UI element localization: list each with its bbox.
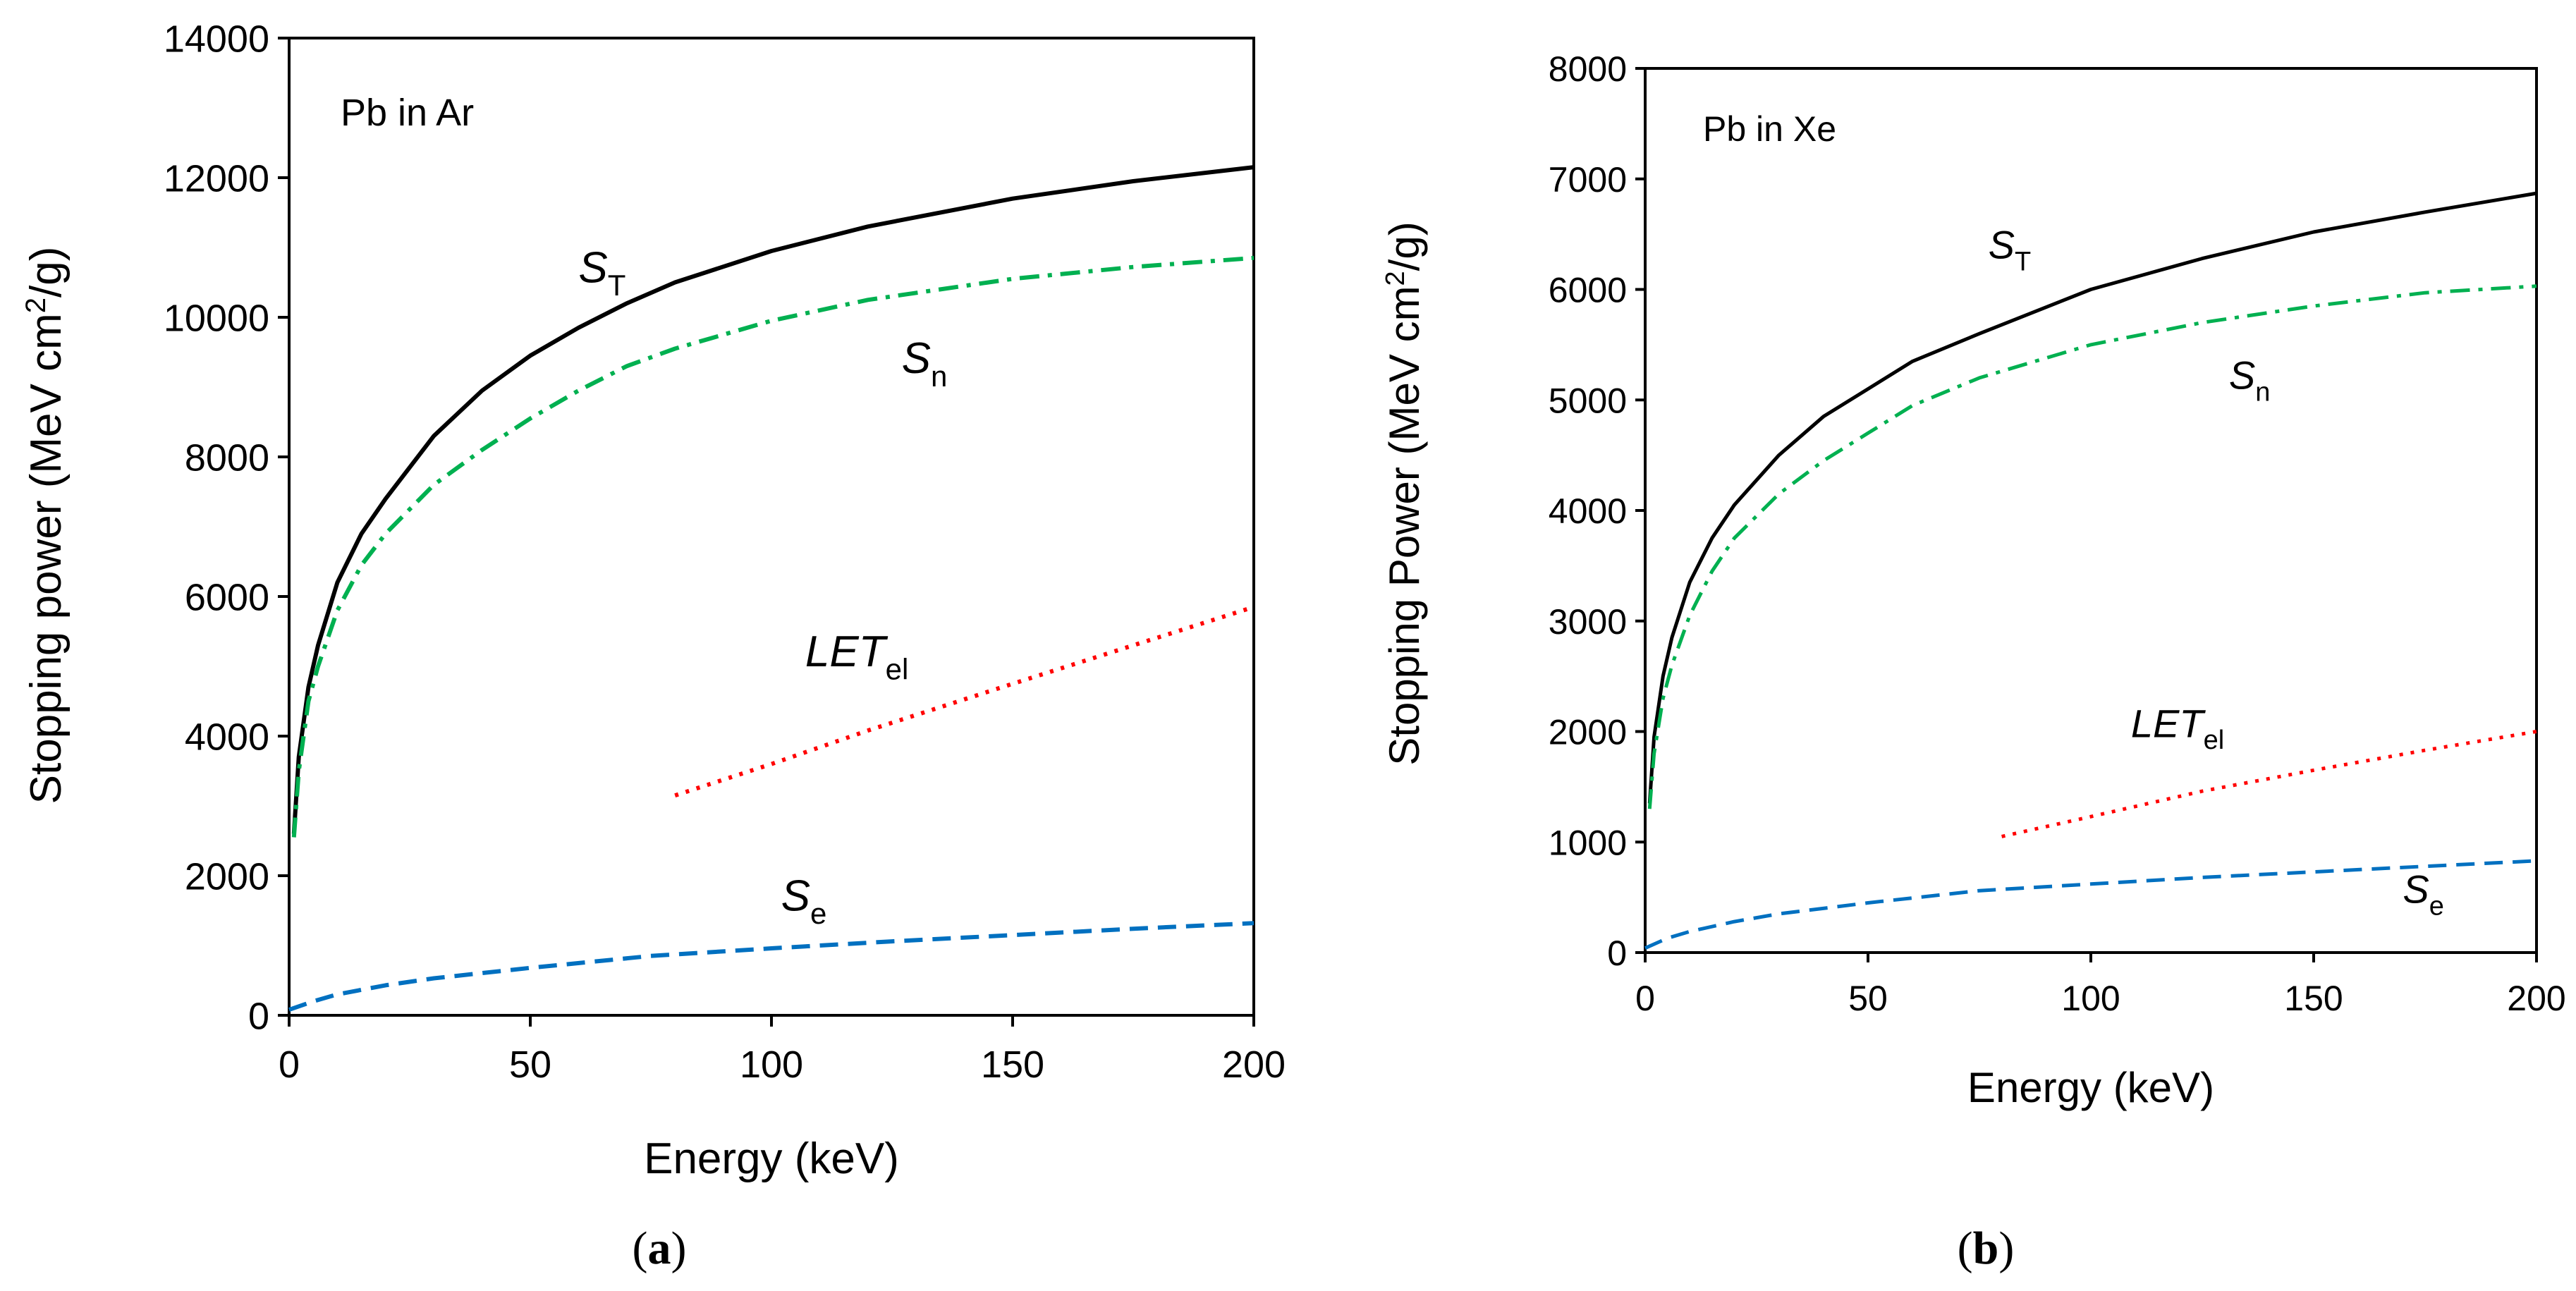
y-tick-label: 2000 xyxy=(185,855,269,898)
series-label-ST: ST xyxy=(578,244,625,302)
x-tick-label: 0 xyxy=(1635,979,1655,1018)
y-axis-label-text: Stopping power (MeV cm xyxy=(22,313,71,804)
y-tick-label: 4000 xyxy=(1549,491,1627,531)
x-tick-label: 150 xyxy=(2284,979,2343,1018)
x-axis-label: Energy (keV) xyxy=(644,1134,899,1183)
panel-label-letter: a xyxy=(648,1223,671,1274)
chart-annotation: Pb in Ar xyxy=(341,92,474,134)
series-layer xyxy=(288,165,1255,1012)
y-tick-label: 14000 xyxy=(164,18,269,60)
y-axis-label-unit: /g) xyxy=(1381,221,1428,271)
x-tick-label: 200 xyxy=(1222,1044,1286,1086)
y-tick-label: 0 xyxy=(1607,934,1627,973)
y-tick-label: 3000 xyxy=(1549,602,1627,642)
y-tick-label: 1000 xyxy=(1549,823,1627,862)
y-tick-label: 8000 xyxy=(185,436,269,479)
y-axis-label-superscript: 2 xyxy=(20,298,51,313)
y-tick-label: 2000 xyxy=(1549,713,1627,752)
series-line-Sn xyxy=(1647,284,2537,809)
series-label-Sn: Sn xyxy=(2229,353,2271,408)
y-tick-label: 6000 xyxy=(1549,271,1627,310)
chart-panel-b: 0 1000 2000 3000 4000 5000 6000 7000 8000 0 50 100… xyxy=(1381,49,2566,1274)
y-axis-label-text: Stopping Power (MeV cm xyxy=(1381,286,1428,765)
y-axis-label: Stopping power (MeV cm2/g) xyxy=(20,247,71,804)
series-line-ST xyxy=(291,165,1255,834)
series-line-Se xyxy=(288,921,1255,1012)
series-label-Se: Se xyxy=(781,872,827,931)
y-axis-label-superscript: 2 xyxy=(1381,271,1410,286)
series-label-Sn: Sn xyxy=(902,334,948,393)
series-line-LETel xyxy=(2001,730,2537,838)
y-axis-label-unit: /g) xyxy=(22,247,71,298)
series-line-LETel xyxy=(674,605,1255,798)
series-label-Se: Se xyxy=(2403,867,2444,921)
x-tick-label: 50 xyxy=(1848,979,1888,1018)
panel-label-open: ( xyxy=(633,1223,648,1274)
series-layer xyxy=(1644,191,2537,950)
x-axis-ticks: 0 50 100 150 200 xyxy=(1635,953,2566,1018)
y-tick-label: 6000 xyxy=(185,576,269,618)
series-labels: ST Sn LETel Se xyxy=(578,244,947,931)
y-tick-label: 12000 xyxy=(164,157,269,200)
y-tick-label: 0 xyxy=(248,995,269,1037)
y-tick-label: 10000 xyxy=(164,297,269,339)
y-tick-label: 7000 xyxy=(1549,160,1627,200)
x-tick-label: 150 xyxy=(981,1044,1044,1086)
y-axis-label: Stopping Power (MeV cm2/g) xyxy=(1381,221,1428,765)
series-label-LETel: LETel xyxy=(805,628,908,686)
series-line-ST xyxy=(1647,191,2537,804)
series-labels: ST Sn LETel Se xyxy=(1989,223,2444,922)
series-label-ST: ST xyxy=(1989,223,2032,277)
chart-annotation: Pb in Xe xyxy=(1703,109,1836,149)
y-tick-label: 5000 xyxy=(1549,381,1627,420)
panel-label: (a) xyxy=(633,1223,687,1274)
y-tick-label: 4000 xyxy=(185,716,269,758)
panel-label-open: ( xyxy=(1958,1223,1973,1274)
panel-label-letter: b xyxy=(1973,1223,1999,1274)
x-axis-label: Energy (keV) xyxy=(1967,1064,2214,1111)
panel-label: (b) xyxy=(1958,1223,2015,1274)
x-axis-ticks: 0 50 100 150 200 xyxy=(279,1015,1286,1086)
chart-panel-a: 0 2000 4000 6000 8000 10000 12000 14000 0 50 100 1… xyxy=(20,18,1286,1274)
plot-frame xyxy=(1644,67,2538,954)
x-tick-label: 200 xyxy=(2507,979,2565,1018)
y-axis-ticks: 0 1000 2000 3000 4000 5000 6000 7000 8000 xyxy=(1549,49,1645,973)
series-line-Sn xyxy=(291,255,1255,838)
series-label-LETel: LETel xyxy=(2131,701,2224,755)
series-line-Se xyxy=(1644,859,2537,950)
x-tick-label: 100 xyxy=(2061,979,2120,1018)
panel-label-close: ) xyxy=(1998,1223,2014,1274)
panel-label-close: ) xyxy=(671,1223,687,1274)
x-tick-label: 50 xyxy=(509,1044,551,1086)
y-tick-label: 8000 xyxy=(1549,49,1627,89)
x-tick-label: 0 xyxy=(279,1044,300,1086)
x-tick-label: 100 xyxy=(740,1044,803,1086)
y-axis-ticks: 0 2000 4000 6000 8000 10000 12000 14000 xyxy=(164,18,289,1037)
